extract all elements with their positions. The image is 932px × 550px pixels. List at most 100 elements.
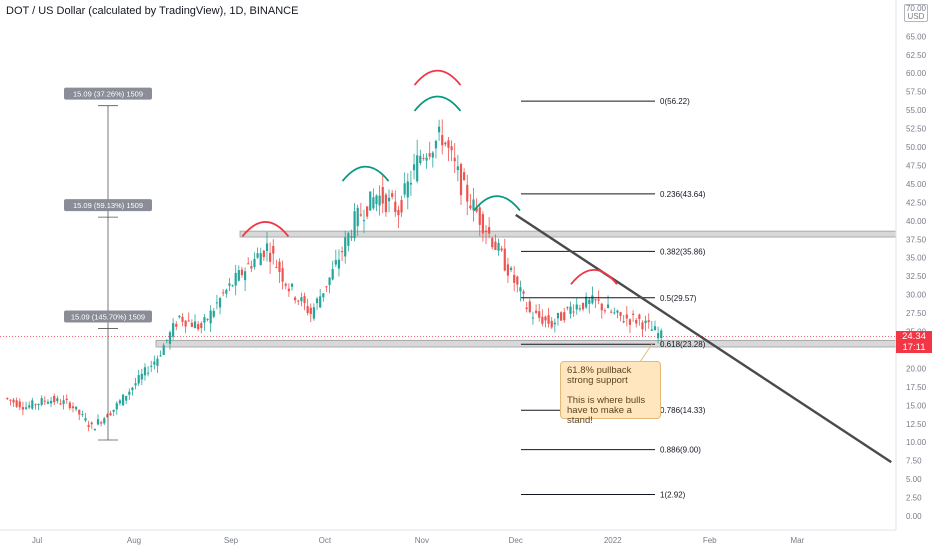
candle-body bbox=[412, 164, 416, 171]
candle-body bbox=[218, 298, 222, 308]
y-tick-label: 27.50 bbox=[906, 309, 927, 318]
candle-body bbox=[294, 297, 297, 301]
candle-body bbox=[538, 311, 541, 318]
x-tick-label: Feb bbox=[703, 536, 717, 545]
candle-body bbox=[560, 312, 563, 321]
candle-body bbox=[544, 316, 547, 321]
trendline-group bbox=[515, 213, 892, 464]
candle-body bbox=[337, 259, 341, 269]
candle-body bbox=[71, 406, 75, 409]
y-tick-label: 65.00 bbox=[906, 32, 927, 41]
candle-body bbox=[606, 304, 610, 309]
y-tick-label: 47.50 bbox=[906, 161, 927, 170]
candle-body bbox=[581, 302, 585, 310]
candle-body bbox=[265, 243, 269, 252]
candle-body bbox=[68, 402, 71, 409]
candle-body bbox=[325, 286, 328, 288]
bar-countdown: 17:11 bbox=[902, 342, 926, 353]
y-tick-label: 37.50 bbox=[906, 235, 927, 244]
fib-level-label: 0.5(29.57) bbox=[660, 294, 697, 303]
candle-body bbox=[600, 303, 603, 311]
head-shoulders-arc bbox=[570, 269, 618, 285]
candle-body bbox=[463, 172, 466, 181]
candle-body bbox=[43, 400, 46, 402]
candle-body bbox=[638, 314, 641, 319]
y-tick-label: 42.50 bbox=[906, 198, 927, 207]
candle-body bbox=[24, 407, 28, 409]
candle-body bbox=[168, 332, 172, 344]
candle-body bbox=[519, 287, 522, 292]
candle-body bbox=[18, 401, 21, 408]
candle-body bbox=[34, 404, 37, 406]
callout-line: stand! bbox=[567, 415, 593, 426]
candle-body bbox=[362, 220, 366, 222]
candle-body bbox=[112, 409, 115, 412]
x-tick-label: 2022 bbox=[604, 536, 622, 545]
candle-body bbox=[647, 320, 650, 323]
candle-body bbox=[87, 424, 90, 428]
candle-body bbox=[628, 319, 632, 325]
candle-body bbox=[428, 153, 431, 157]
candle-body bbox=[181, 316, 184, 322]
x-tick-label: Jul bbox=[32, 536, 42, 545]
y-tick-label: 10.00 bbox=[906, 438, 927, 447]
y-tick-label: 32.50 bbox=[906, 272, 927, 281]
candle-body bbox=[391, 193, 394, 197]
y-tick-label: 17.50 bbox=[906, 383, 927, 392]
y-tick-label: 15.00 bbox=[906, 401, 927, 410]
candle-body bbox=[650, 329, 653, 331]
candle-body bbox=[575, 304, 578, 310]
x-tick-label: Sep bbox=[224, 536, 239, 545]
candle-body bbox=[334, 259, 337, 265]
candle-body bbox=[456, 166, 459, 171]
candle-body bbox=[121, 394, 125, 406]
candle-body bbox=[272, 246, 275, 254]
candle-body bbox=[49, 400, 53, 404]
candle-body bbox=[494, 241, 497, 251]
candle-body bbox=[431, 152, 434, 158]
candle-body bbox=[500, 248, 503, 251]
candle-body bbox=[472, 199, 475, 211]
note-callout[interactable]: 61.8% pullback strong support This is wh… bbox=[560, 361, 661, 426]
candle-body bbox=[347, 233, 350, 246]
y-tick-label: 40.00 bbox=[906, 217, 927, 226]
candle-body bbox=[200, 323, 203, 328]
candle-body bbox=[46, 401, 50, 404]
candle-body bbox=[578, 308, 581, 310]
candle-body bbox=[641, 322, 644, 330]
y-tick-label: 7.50 bbox=[906, 457, 922, 466]
candle-body bbox=[228, 283, 231, 286]
candle-body bbox=[159, 355, 162, 357]
candle-body bbox=[134, 383, 137, 386]
last-price-value: 24.34 bbox=[902, 331, 926, 342]
candle-body bbox=[353, 211, 356, 239]
candle-body bbox=[635, 319, 638, 324]
currency-badge[interactable]: 70.00 USD bbox=[904, 4, 928, 22]
y-tick-label: 60.00 bbox=[906, 69, 927, 78]
candle-body bbox=[297, 300, 300, 302]
candle-body bbox=[469, 205, 472, 209]
candle-body bbox=[131, 387, 134, 391]
candle-body bbox=[466, 184, 469, 202]
candle-body bbox=[516, 276, 519, 285]
candle-body bbox=[59, 403, 62, 405]
callout-line: have to make a bbox=[567, 405, 632, 416]
candle-body bbox=[6, 398, 9, 400]
candle-body bbox=[434, 140, 438, 149]
candle-body bbox=[278, 261, 281, 273]
x-tick-label: Oct bbox=[319, 536, 332, 545]
candle-body bbox=[184, 320, 187, 327]
candle-body bbox=[563, 312, 566, 321]
candle-body bbox=[450, 146, 453, 151]
candle-body bbox=[416, 155, 419, 182]
support-zone bbox=[239, 230, 897, 238]
candle-body bbox=[175, 323, 178, 327]
candle-body bbox=[566, 307, 569, 309]
candle-body bbox=[550, 320, 553, 328]
candle-body bbox=[613, 312, 616, 314]
candle-body bbox=[209, 310, 212, 324]
candle-body bbox=[150, 365, 153, 367]
candle-body bbox=[187, 320, 190, 322]
candle-body bbox=[340, 251, 344, 253]
